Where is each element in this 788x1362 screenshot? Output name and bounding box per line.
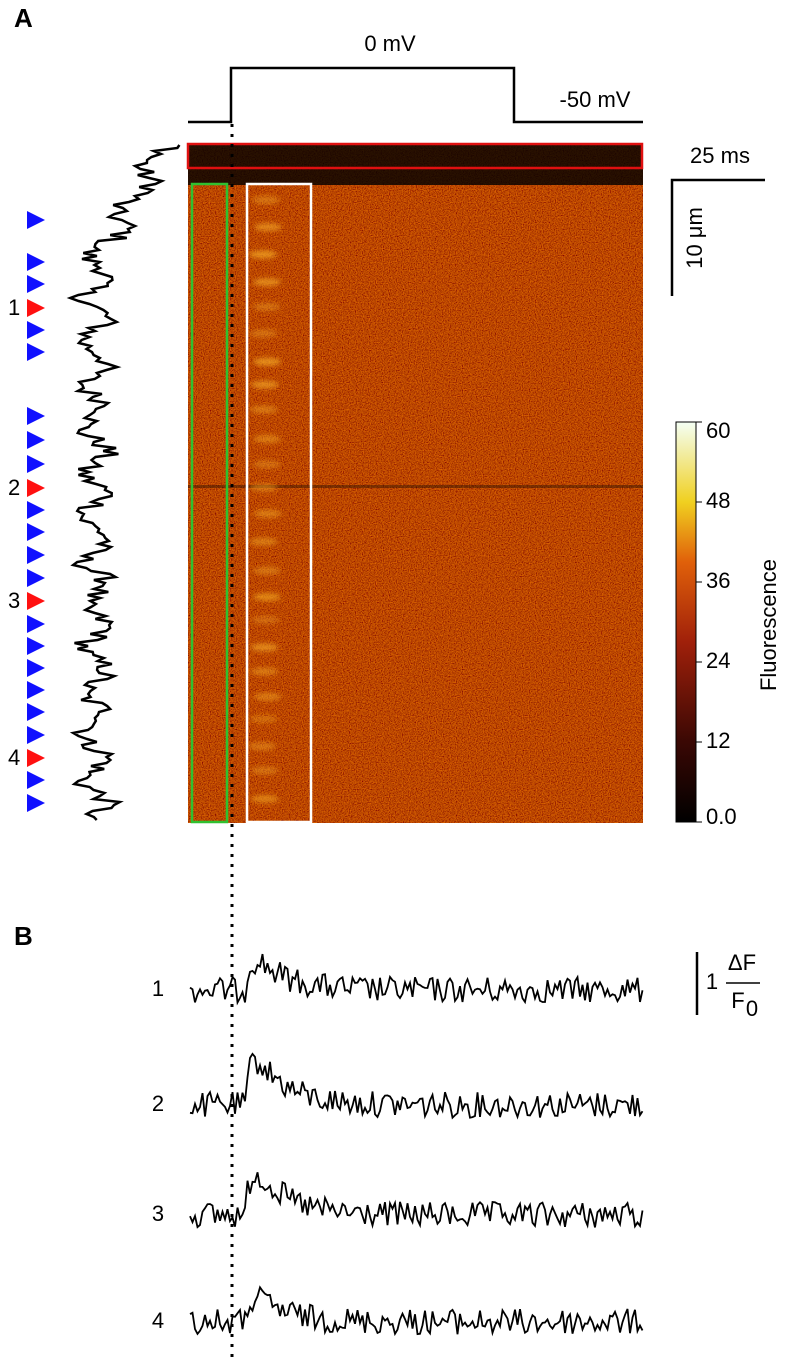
scale-bar (670, 178, 765, 296)
voltage-label: 0 mV (364, 31, 416, 56)
release-site (253, 434, 282, 443)
trace-label: 4 (152, 1308, 164, 1333)
marker-label: 4 (8, 745, 20, 770)
marker-arrow (27, 321, 45, 339)
marker-arrow (27, 681, 45, 699)
release-site (252, 566, 281, 575)
trace-label: 3 (152, 1201, 164, 1226)
linescan-image (188, 143, 643, 823)
colorbar-tick-label: 36 (706, 568, 730, 593)
release-site (251, 196, 280, 204)
release-site (249, 250, 278, 259)
release-site (249, 329, 278, 338)
scale-label: F (731, 988, 744, 1013)
voltage-label: -50 mV (560, 87, 631, 112)
scale-label: 1 (706, 969, 718, 994)
marker-arrow (27, 343, 45, 361)
scale-label: 10 μm (682, 207, 707, 269)
marker-arrow (27, 592, 45, 610)
release-site (249, 714, 278, 723)
release-site (250, 380, 279, 389)
release-site (249, 483, 278, 492)
marker-arrow (27, 431, 45, 449)
voltage-protocol (188, 66, 643, 124)
marker-arrow (27, 299, 45, 317)
roi-box (245, 182, 313, 824)
marker-arrow (27, 637, 45, 655)
marker-arrow (27, 211, 45, 229)
release-site (250, 766, 279, 775)
release-site (252, 278, 281, 287)
marker-arrow (27, 253, 45, 271)
marker-arrow (27, 501, 45, 519)
marker-arrow (27, 479, 45, 497)
trace-label: 1 (152, 976, 164, 1001)
marker-arrow (27, 794, 45, 812)
marker-arrow (27, 275, 45, 293)
scale-label: 25 ms (690, 143, 750, 168)
colorbar-tick-label: 0.0 (706, 804, 737, 829)
release-site (253, 509, 282, 518)
release-site (249, 537, 278, 546)
marker-arrow (27, 407, 45, 425)
marker-arrow (27, 523, 45, 541)
panel-label: B (14, 921, 33, 951)
release-site (250, 794, 279, 803)
marker-arrow (27, 615, 45, 633)
release-site (251, 615, 280, 624)
release-site (250, 643, 279, 652)
marker-arrow (27, 546, 45, 564)
release-site (253, 692, 282, 701)
marker-arrow (27, 569, 45, 587)
release-site (253, 592, 282, 601)
release-site (250, 667, 279, 676)
trace-label: 2 (152, 1091, 164, 1116)
colorbar (675, 421, 697, 823)
marker-arrow (27, 771, 45, 789)
marker-label: 3 (8, 588, 20, 613)
marker-label: 2 (8, 475, 20, 500)
profile-trace (66, 144, 181, 821)
marker-label: 1 (8, 295, 20, 320)
marker-arrow (27, 726, 45, 744)
marker-arrow (27, 659, 45, 677)
colorbar-tick-label: 60 (706, 418, 730, 443)
release-site (253, 223, 282, 232)
fluorescence-trace (189, 1172, 644, 1229)
marker-arrow (27, 703, 45, 721)
roi-box (186, 142, 644, 170)
colorbar-label: Fluorescence (756, 559, 781, 691)
marker-arrow (27, 455, 45, 473)
scale-label: 0 (746, 996, 758, 1021)
colorbar-tick-label: 48 (706, 488, 730, 513)
scale-label: ΔF (728, 950, 756, 975)
fluorescence-trace (189, 1052, 644, 1120)
roi-box (190, 182, 229, 824)
fluorescence-trace (189, 953, 644, 1006)
release-site (249, 405, 278, 414)
marker-arrow (27, 749, 45, 767)
panel-label: A (14, 3, 33, 33)
colorbar-tick-label: 12 (706, 728, 730, 753)
release-site (252, 460, 281, 469)
fluorescence-trace (189, 1285, 644, 1337)
release-site (248, 742, 277, 751)
release-site (253, 357, 282, 366)
colorbar-tick-label: 24 (706, 648, 730, 673)
release-site (252, 302, 281, 311)
